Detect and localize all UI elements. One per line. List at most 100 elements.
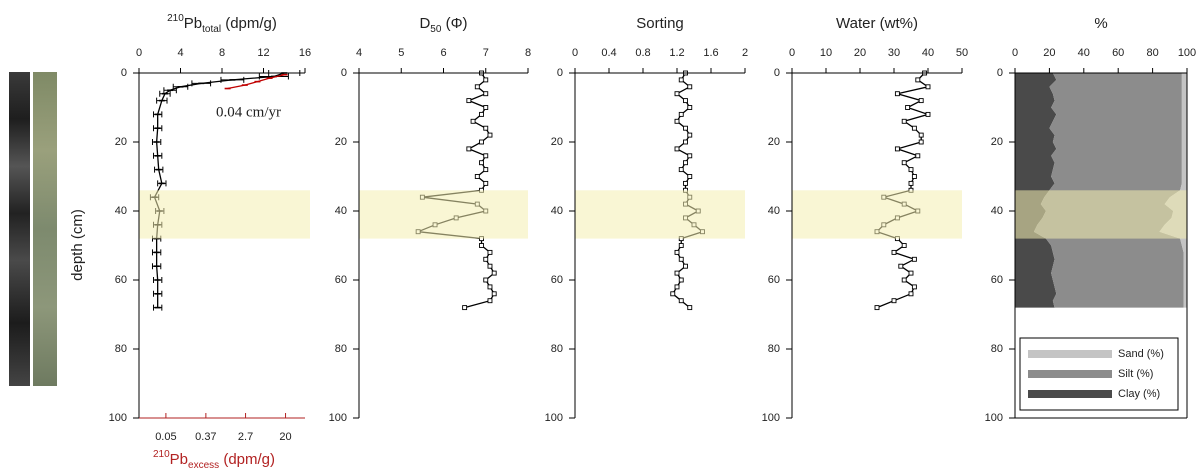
y-tick-label: 100: [545, 412, 563, 424]
panel-title-part: (dpm/g): [221, 15, 277, 32]
x-tick-label: 8: [525, 47, 531, 59]
data-point: [483, 91, 489, 97]
x2-tick-label: 0.37: [195, 431, 216, 443]
data-point: [674, 249, 680, 255]
core-photo: [33, 72, 57, 386]
y-tick-label: 80: [335, 343, 347, 355]
x2-tick-label: 2.7: [238, 431, 253, 443]
legend-swatch: [1028, 350, 1112, 358]
x-tick-label: 0.8: [635, 47, 650, 59]
data-point: [678, 277, 684, 283]
panel-title-part: D: [419, 15, 430, 32]
data-point: [483, 153, 489, 159]
panel-title: D50 (Φ): [419, 15, 467, 35]
data-point: [683, 139, 688, 145]
data-point: [678, 167, 684, 173]
data-point: [483, 167, 489, 173]
y-tick-label: 0: [121, 67, 127, 79]
y-tick-label: 100: [109, 412, 127, 424]
data-point: [687, 174, 693, 179]
y-tick-label: 0: [341, 67, 347, 79]
legend-swatch: [1028, 370, 1112, 378]
data-point: [479, 243, 484, 248]
y-tick-label: 60: [768, 274, 780, 286]
x-tick-label: 0: [789, 47, 795, 59]
y-tick-label: 80: [551, 343, 563, 355]
data-point: [674, 91, 680, 97]
x-tick-label: 2: [742, 47, 748, 59]
annotation: 0.04 cm/yr: [216, 104, 281, 120]
data-point: [687, 84, 693, 90]
x2-axis-label: 210Pbexcess (dpm/g): [153, 449, 275, 470]
data-point: [483, 125, 489, 131]
data-point: [918, 98, 924, 104]
x-tick-label: 50: [956, 47, 968, 59]
y-tick-label: 60: [115, 274, 127, 286]
panel-title-part: total: [202, 24, 221, 35]
data-point: [683, 263, 688, 269]
data-point: [915, 153, 921, 159]
core-photo: [9, 72, 30, 386]
data-point: [683, 160, 688, 166]
x2-axis-label-part: excess: [188, 460, 219, 470]
data-point: [678, 256, 684, 262]
x-tick-label: 1.2: [669, 47, 684, 59]
data-point: [483, 77, 489, 83]
x-tick-label: 8: [219, 47, 225, 59]
data-point: [487, 132, 493, 138]
data-point: [911, 284, 917, 290]
y-tick-label: 100: [985, 412, 1003, 424]
y-tick-label: 40: [551, 205, 563, 217]
panel-title: %: [1094, 15, 1107, 32]
data-point: [479, 111, 484, 117]
y-axis-label: depth (cm): [69, 209, 86, 281]
data-point: [901, 118, 907, 124]
y-tick-label: 20: [768, 136, 780, 148]
data-point: [483, 105, 489, 110]
data-point: [678, 111, 684, 117]
data-point: [466, 98, 472, 104]
data-point: [470, 118, 476, 124]
panel-title-part: Pb: [184, 15, 202, 32]
y-tick-label: 0: [557, 67, 563, 79]
highlight-band: [359, 190, 528, 239]
y-tick-label: 100: [762, 412, 780, 424]
x-tick-label: 30: [888, 47, 900, 59]
data-point: [911, 125, 917, 131]
x-tick-label: 7: [483, 47, 489, 59]
data-point: [908, 291, 914, 297]
x-tick-label: 0: [572, 47, 578, 59]
y-tick-label: 40: [768, 205, 780, 217]
data-point: [678, 243, 684, 248]
x-tick-label: 6: [440, 47, 446, 59]
legend-swatch: [1028, 390, 1112, 398]
data-point: [905, 105, 911, 110]
data-point: [925, 84, 931, 90]
y-tick-label: 40: [991, 205, 1003, 217]
y-tick-label: 40: [115, 205, 127, 217]
x-tick-label: 12: [257, 47, 269, 59]
x2-tick-label: 20: [279, 431, 291, 443]
data-point: [683, 98, 688, 104]
x-tick-label: 16: [299, 47, 311, 59]
data-point: [479, 160, 484, 166]
y-tick-label: 100: [329, 412, 347, 424]
x-tick-label: 0.4: [601, 47, 616, 59]
data-point: [901, 243, 907, 248]
legend-label: Clay (%): [1118, 388, 1160, 400]
data-point: [491, 291, 497, 297]
data-point: [474, 174, 480, 179]
x-tick-label: 5: [398, 47, 404, 59]
data-point: [683, 180, 688, 186]
y-tick-label: 60: [551, 274, 563, 286]
data-point: [474, 84, 480, 90]
x-tick-label: 20: [1043, 47, 1055, 59]
data-point: [908, 167, 914, 173]
data-point: [898, 263, 904, 269]
data-point: [894, 91, 900, 97]
x-tick-label: 0: [1012, 47, 1018, 59]
highlight-band: [139, 190, 310, 239]
x-tick-label: 100: [1178, 47, 1196, 59]
data-point: [925, 111, 931, 117]
